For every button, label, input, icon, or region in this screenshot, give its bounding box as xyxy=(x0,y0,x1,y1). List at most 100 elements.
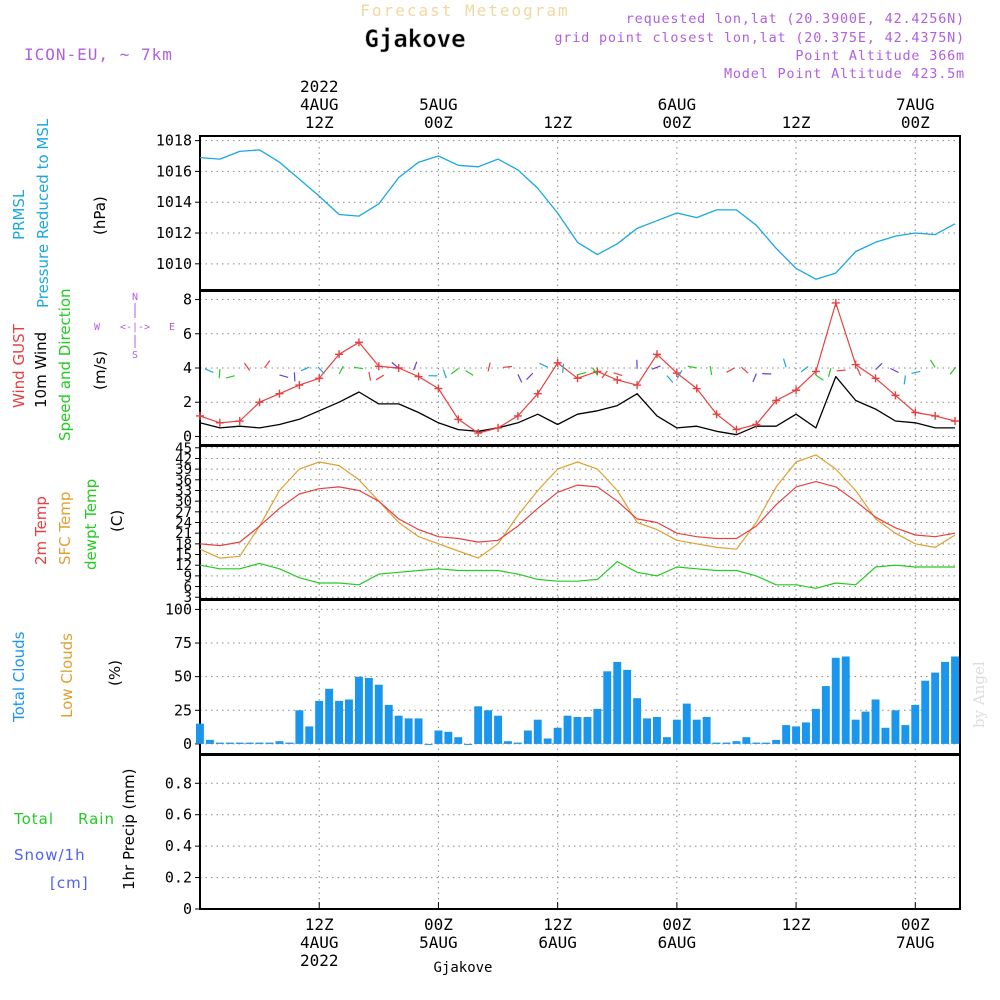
gust-marker xyxy=(494,423,503,432)
wind-direction-arrow xyxy=(353,366,363,370)
cloud-bar xyxy=(583,717,592,744)
cloud-bar xyxy=(633,698,642,744)
watermark: by Angel xyxy=(970,661,988,728)
cloud-bar xyxy=(454,737,463,744)
y-tick-label: 15 xyxy=(175,548,192,564)
y-tick-label: 0 xyxy=(183,427,192,445)
cloud-bar xyxy=(553,727,562,744)
wind-direction-arrow xyxy=(413,361,418,371)
y-tick-label: 2 xyxy=(183,393,192,411)
gust-marker xyxy=(871,374,880,383)
header-title: Forecast Meteogram xyxy=(360,1,569,20)
pressure-label-2: Pressure Reduced to MSL xyxy=(34,118,52,308)
gust-marker xyxy=(573,374,582,383)
cloud-bar xyxy=(374,684,383,744)
y-tick-label: 25 xyxy=(174,701,192,719)
gust-marker xyxy=(692,384,701,393)
temp-label-1: 2m Temp xyxy=(32,496,50,565)
precip-label-4: [cm] xyxy=(50,874,89,892)
temp-2m-line xyxy=(199,481,956,547)
compass-e: E xyxy=(169,322,175,333)
cloud-bar xyxy=(722,742,731,744)
clouds-label-2: Low Clouds xyxy=(58,633,76,718)
top-date-hour: 00Z xyxy=(662,113,691,132)
wind-direction-arrow xyxy=(264,360,271,369)
wind-direction-arrow xyxy=(741,366,749,374)
cloud-bar xyxy=(235,742,244,744)
wind-direction-arrow xyxy=(279,374,289,379)
cloud-bar xyxy=(682,703,691,744)
y-tick-label: 1012 xyxy=(156,224,192,242)
gust-marker xyxy=(712,410,721,419)
y-tick-label: 6 xyxy=(184,580,192,596)
wind-direction-arrow xyxy=(903,375,906,385)
y-tick-label: 1016 xyxy=(156,162,192,180)
cloud-bar xyxy=(563,715,572,744)
y-tick-label: 24 xyxy=(175,516,192,532)
cloud-bar xyxy=(841,656,850,744)
cloud-bar xyxy=(513,742,522,744)
y-tick-label: 42 xyxy=(175,451,192,467)
gust-marker xyxy=(354,338,363,347)
compass-s: S xyxy=(132,350,138,361)
precip-label-3: Snow/1h xyxy=(14,846,86,864)
gust-marker xyxy=(652,350,661,359)
precip-unit: 1hr Precip (mm) xyxy=(120,769,138,890)
cloud-bar xyxy=(821,686,830,744)
wind-direction-arrow xyxy=(526,372,534,381)
gust-marker xyxy=(811,367,820,376)
cloud-bar xyxy=(613,661,622,744)
y-tick-label: 12 xyxy=(175,558,192,574)
cloud-bar xyxy=(742,737,751,744)
wind-direction-arrow xyxy=(225,375,235,379)
y-tick-label: 39 xyxy=(175,462,192,478)
y-tick-label: 3 xyxy=(184,590,192,606)
y-tick-label: 6 xyxy=(183,325,192,343)
cloud-bar xyxy=(285,742,294,744)
cloud-bar xyxy=(851,719,860,744)
cloud-bar xyxy=(702,717,711,744)
pressure-series-line xyxy=(199,149,956,280)
y-tick-label: 50 xyxy=(174,668,192,686)
footer-location: Gjakove xyxy=(433,960,492,976)
y-tick-label: 0 xyxy=(183,900,192,918)
wind-direction-arrow xyxy=(601,370,608,379)
cloud-bar xyxy=(573,717,582,744)
gust-marker xyxy=(613,375,622,384)
cloud-bar xyxy=(424,743,433,745)
gust-marker xyxy=(196,411,204,420)
cloud-bar xyxy=(414,718,423,744)
gust-marker xyxy=(931,411,940,420)
cloud-bar xyxy=(315,700,324,744)
model-altitude: Model Point Altitude 423.5m xyxy=(724,66,965,82)
gust-marker xyxy=(911,408,920,417)
wind-direction-arrow xyxy=(243,362,251,371)
y-tick-label: 0 xyxy=(183,735,192,753)
y-tick-label: 4 xyxy=(183,359,192,377)
cloud-bar xyxy=(484,710,492,744)
y-tick-label: 0.4 xyxy=(165,837,192,855)
cloud-bar xyxy=(911,704,920,744)
y-tick-label: 75 xyxy=(174,634,192,652)
wind-direction-arrow xyxy=(591,367,598,376)
precip-label-1: Total xyxy=(13,810,54,828)
wind-direction-arrow xyxy=(666,375,674,383)
y-tick-label: 0.6 xyxy=(165,806,192,824)
cloud-bar xyxy=(831,657,840,744)
top-date-day: 7AUG xyxy=(896,95,935,114)
top-date-day: 4AUG xyxy=(300,95,339,114)
wind-direction-arrow xyxy=(709,365,713,376)
wind-direction-arrow xyxy=(651,365,661,370)
cloud-bar xyxy=(265,742,274,744)
cloud-bar xyxy=(782,725,791,744)
gust-marker xyxy=(414,372,423,381)
cloud-bar xyxy=(345,699,353,744)
cloud-bar xyxy=(653,717,661,744)
y-tick-label: 1014 xyxy=(156,193,192,211)
gust-marker xyxy=(434,384,443,393)
temp-unit: (C) xyxy=(108,510,126,532)
top-date-hour: 12Z xyxy=(543,113,572,132)
y-tick-label: 36 xyxy=(175,473,192,489)
gust-marker xyxy=(891,391,900,400)
